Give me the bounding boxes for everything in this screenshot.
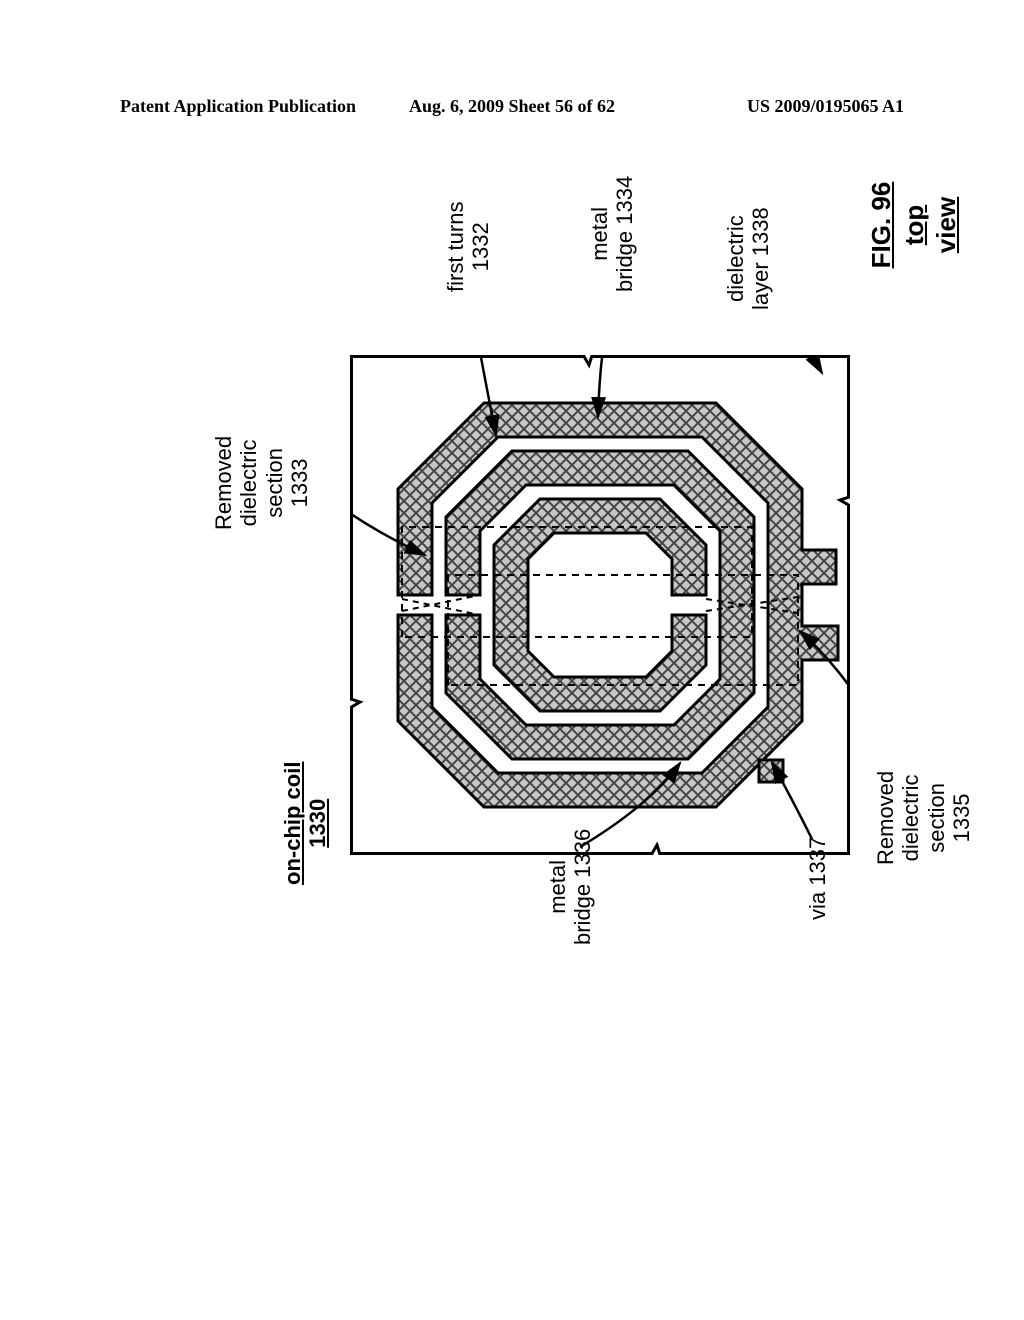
header-pub-number: US 2009/0195065 A1 [643, 96, 904, 117]
coil-turn-middle [446, 451, 754, 759]
label-first-turns: first turns 1332 [443, 202, 494, 292]
on-chip-coil-diagram [350, 355, 850, 855]
coil-turn-inner [494, 499, 706, 711]
figure-caption: FIG. 96 top view [865, 180, 963, 270]
label-dielectric-layer: dielectric layer 1338 [723, 207, 774, 310]
label-metal-bridge-right: metal bridge 1334 [587, 176, 638, 292]
label-removed-dielectric-bottom: Removed dielectric section 1335 [873, 771, 974, 865]
figure-number: FIG. 96 [866, 182, 896, 269]
patent-header: Patent Application Publication Aug. 6, 2… [0, 96, 1024, 117]
figure-rotated-container: on-chip coil 1330 Removed dielectric sec… [125, 180, 895, 960]
header-pub-type: Patent Application Publication [120, 96, 381, 117]
figure-view-label: top view [899, 197, 962, 253]
label-metal-bridge-left: metal bridge 1336 [545, 829, 596, 945]
label-via: via 1337 [805, 837, 830, 920]
header-date-sheet: Aug. 6, 2009 Sheet 56 of 62 [381, 96, 642, 117]
coil-title-label: on-chip coil 1330 [280, 762, 331, 885]
label-removed-dielectric-top: Removed dielectric section 1333 [211, 436, 312, 530]
